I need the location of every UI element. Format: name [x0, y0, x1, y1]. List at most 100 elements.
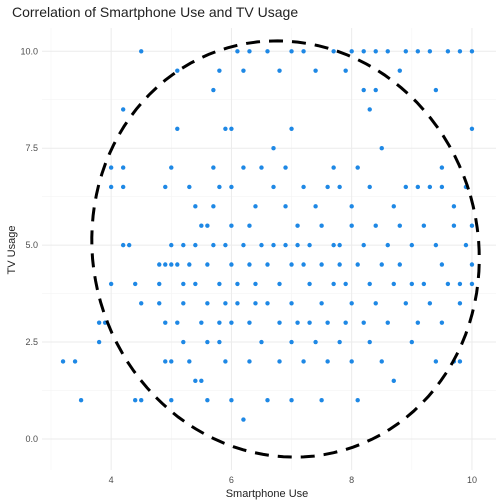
data-point [289, 126, 294, 132]
data-point [331, 242, 336, 248]
data-point [205, 339, 210, 345]
data-point [445, 49, 451, 54]
data-point [289, 262, 294, 267]
data-point [289, 49, 294, 54]
data-point [331, 165, 336, 170]
x-axis-label: Smartphone Use [226, 488, 309, 500]
data-point [307, 320, 312, 325]
y-tick-label: 0.0 [25, 434, 38, 444]
data-point [157, 281, 162, 287]
y-tick-label: 5.0 [25, 240, 38, 250]
data-point [319, 262, 324, 267]
data-point [247, 320, 252, 325]
data-point [379, 359, 384, 364]
data-point [337, 184, 342, 190]
data-point [205, 262, 210, 267]
data-point [427, 49, 433, 54]
data-point [307, 242, 312, 248]
data-point [313, 339, 318, 345]
data-point [259, 242, 264, 248]
data-point [403, 301, 409, 306]
data-point [439, 262, 445, 267]
data-point [139, 49, 144, 54]
data-point [193, 281, 198, 287]
data-point [409, 242, 415, 248]
data-point [187, 262, 192, 267]
data-point [397, 262, 402, 267]
x-tick-label: 6 [229, 475, 234, 485]
data-point [439, 165, 445, 170]
y-tick-label: 10.0 [20, 46, 38, 56]
data-point [355, 165, 360, 170]
data-point [355, 398, 360, 403]
data-point [421, 281, 427, 287]
data-point [169, 165, 174, 170]
data-point [193, 204, 198, 209]
data-point [277, 359, 282, 364]
data-point [391, 378, 396, 384]
data-point [72, 359, 78, 364]
data-point [325, 359, 330, 364]
data-point [379, 145, 384, 151]
data-point [169, 398, 174, 403]
data-point [343, 68, 348, 73]
data-point [217, 184, 222, 190]
data-point [451, 223, 457, 228]
data-point [415, 320, 421, 325]
data-point [235, 281, 240, 287]
data-point [211, 87, 216, 93]
data-point [120, 242, 126, 248]
data-point [229, 184, 234, 190]
data-point [373, 223, 378, 228]
data-point [187, 184, 192, 190]
data-point [373, 87, 378, 93]
data-point [175, 262, 180, 267]
data-point [355, 262, 360, 267]
data-point [211, 204, 216, 209]
data-point [163, 320, 168, 325]
data-point [301, 359, 306, 364]
data-point [277, 320, 282, 325]
data-point [108, 184, 114, 190]
data-point [199, 320, 204, 325]
data-point [241, 68, 246, 73]
data-point [259, 339, 264, 345]
data-point [403, 184, 409, 190]
data-point [139, 398, 144, 403]
data-point [373, 49, 378, 54]
data-point [349, 301, 354, 306]
data-point [397, 68, 402, 73]
x-tick-label: 8 [349, 475, 354, 485]
data-point [271, 145, 276, 151]
data-point [265, 301, 270, 306]
data-point [253, 204, 258, 209]
data-point [307, 281, 312, 287]
data-point [247, 359, 252, 364]
data-point [247, 49, 252, 54]
data-point [259, 165, 264, 170]
data-point [469, 126, 475, 132]
data-point [60, 359, 66, 364]
data-point [301, 262, 306, 267]
data-point [175, 320, 180, 325]
data-point [229, 398, 234, 403]
y-tick-label: 2.5 [25, 337, 38, 347]
y-tick-label: 7.5 [25, 143, 38, 153]
data-point [391, 281, 396, 287]
confidence-ellipse [90, 39, 481, 459]
data-point [331, 49, 336, 54]
data-point [469, 223, 475, 228]
data-point [277, 281, 282, 287]
data-point [235, 301, 240, 306]
data-point [469, 262, 475, 267]
data-point [343, 281, 348, 287]
data-point [217, 281, 222, 287]
data-point [469, 281, 475, 287]
data-point [223, 301, 228, 306]
data-point [367, 339, 372, 345]
data-point [289, 301, 294, 306]
x-tick-label: 10 [467, 475, 477, 485]
chart-title: Correlation of Smartphone Use and TV Usa… [12, 4, 298, 20]
data-point [427, 184, 433, 190]
